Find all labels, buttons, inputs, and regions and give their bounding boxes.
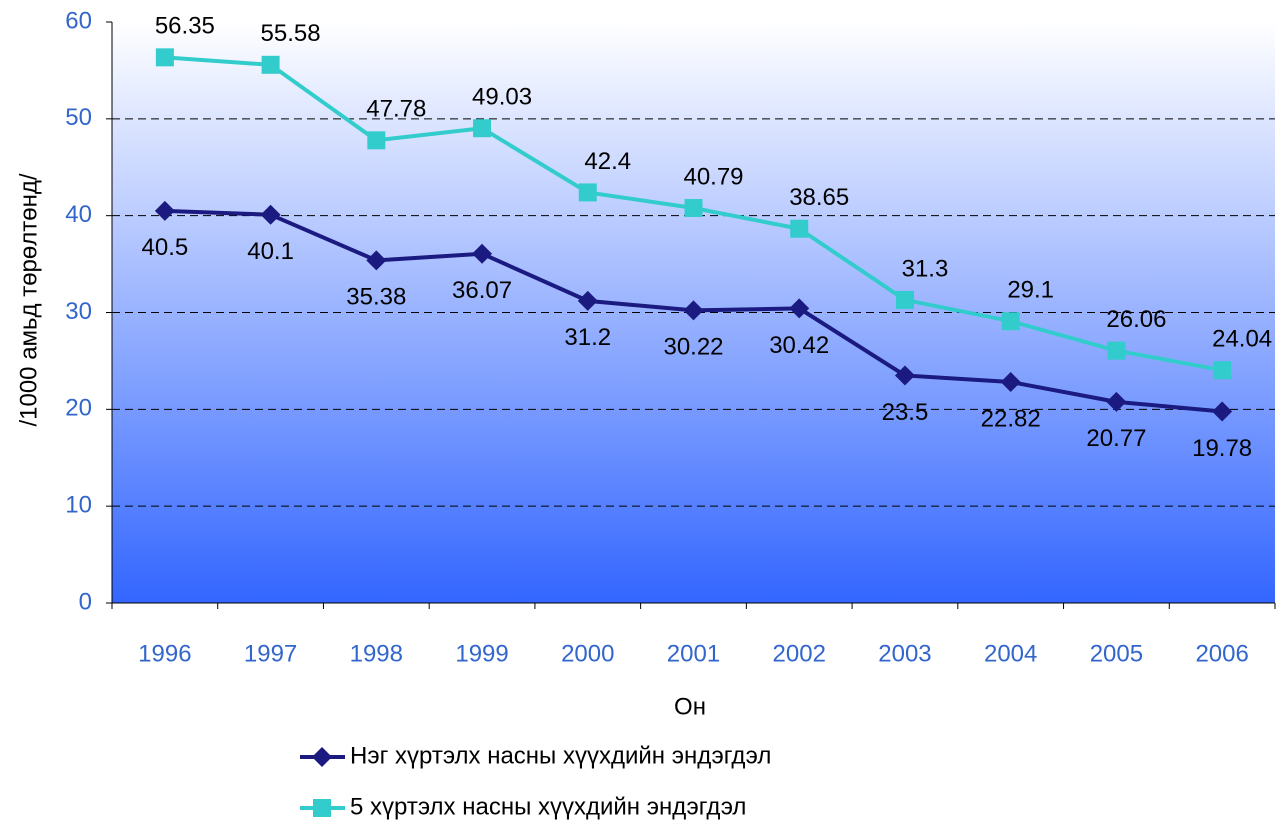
data-point (367, 131, 386, 150)
data-point (154, 200, 175, 221)
data-point (261, 55, 280, 74)
y-tick-label: 10 (65, 492, 92, 519)
legend-marker (312, 747, 332, 767)
data-point (683, 300, 704, 321)
x-tick-label: 2004 (984, 640, 1037, 667)
x-tick-label: 2000 (561, 640, 614, 667)
data-point (578, 183, 597, 202)
data-label: 36.07 (452, 277, 512, 304)
data-label: 23.5 (882, 399, 929, 426)
data-label: 40.79 (683, 163, 743, 190)
y-axis-title: /1000 амьд төрөлтөнд/ (15, 173, 42, 426)
data-label: 26.06 (1106, 306, 1166, 333)
y-tick-label: 20 (65, 395, 92, 422)
x-tick-label: 2003 (878, 640, 931, 667)
legend-label: Нэг хүртэлх насны хүүхдийн эндэгдэл (350, 742, 771, 769)
data-label: 31.2 (564, 324, 611, 351)
data-label: 30.22 (663, 334, 723, 361)
data-point (895, 290, 914, 309)
data-label: 20.77 (1086, 425, 1146, 452)
y-tick-label: 60 (65, 7, 92, 34)
data-point (472, 243, 493, 264)
data-label: 49.03 (472, 84, 532, 111)
data-point (1001, 312, 1020, 331)
y-tick-label: 0 (79, 588, 92, 615)
data-label: 40.1 (247, 238, 294, 265)
data-point (155, 48, 174, 67)
data-point (473, 119, 492, 138)
data-label: 29.1 (1007, 277, 1054, 304)
data-point (684, 199, 703, 218)
data-label: 56.35 (155, 13, 215, 40)
data-label: 40.5 (142, 234, 189, 261)
x-tick-label: 2002 (773, 640, 826, 667)
data-point (366, 250, 387, 271)
data-label: 38.65 (789, 184, 849, 211)
legend-marker (313, 799, 331, 817)
data-point (790, 219, 809, 238)
x-tick-label: 1996 (138, 640, 191, 667)
x-tick-label: 1999 (455, 640, 508, 667)
x-axis-title: Он (674, 693, 706, 720)
data-label: 30.42 (769, 332, 829, 359)
data-label: 31.3 (902, 255, 949, 282)
x-tick-label: 1998 (350, 640, 403, 667)
data-label: 47.78 (366, 96, 426, 123)
data-point (577, 290, 598, 311)
data-point (1106, 391, 1127, 412)
data-label: 42.4 (584, 148, 631, 175)
data-point (1212, 401, 1233, 422)
data-point (1213, 361, 1232, 380)
data-point (260, 204, 281, 225)
y-tick-label: 30 (65, 298, 92, 325)
y-tick-label: 40 (65, 201, 92, 228)
x-tick-label: 2001 (667, 640, 720, 667)
legend-label: 5 хүртэлх насны хүүхдийн эндэгдэл (350, 793, 746, 820)
y-tick-label: 50 (65, 104, 92, 131)
data-label: 22.82 (981, 405, 1041, 432)
x-tick-label: 1997 (244, 640, 297, 667)
x-tick-label: 2006 (1195, 640, 1248, 667)
data-label: 19.78 (1192, 435, 1252, 462)
x-tick-label: 2005 (1090, 640, 1143, 667)
data-label: 35.38 (346, 284, 406, 311)
data-label: 24.04 (1212, 326, 1272, 353)
data-point (1000, 372, 1021, 393)
data-point (894, 365, 915, 386)
data-point (1107, 341, 1126, 360)
data-label: 55.58 (261, 20, 321, 47)
data-point (789, 298, 810, 319)
